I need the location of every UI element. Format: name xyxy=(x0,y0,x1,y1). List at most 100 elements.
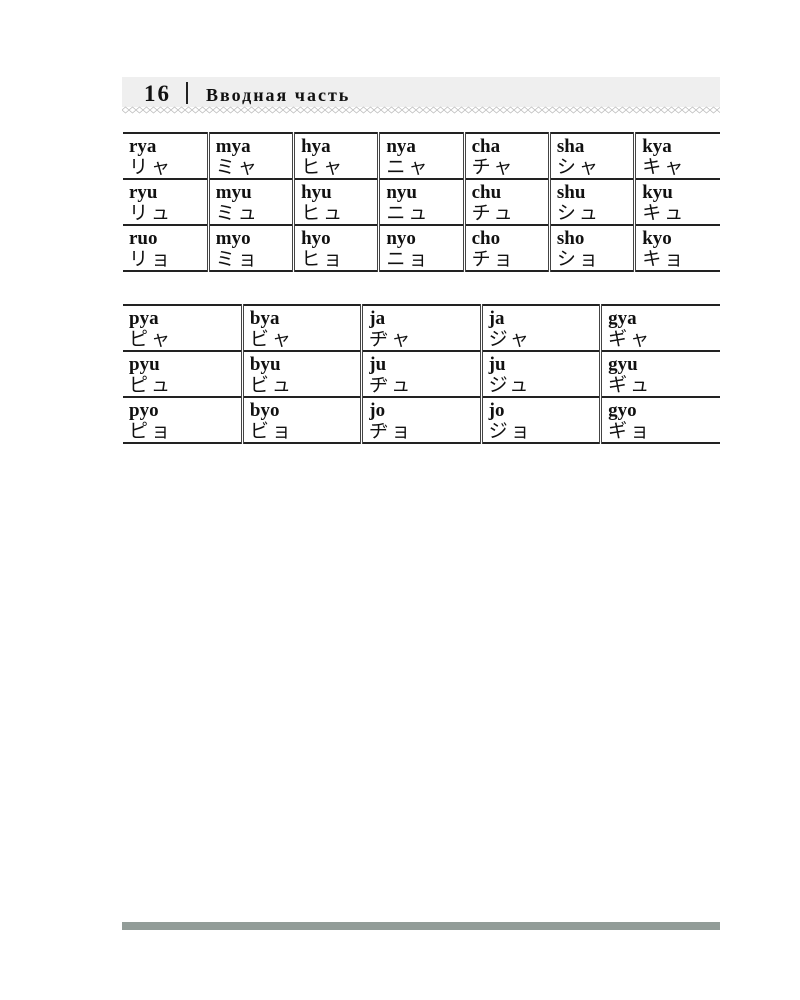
romaji: pyu xyxy=(129,354,160,375)
katakana: ギョ xyxy=(608,420,653,442)
romaji: hya xyxy=(301,136,331,157)
katakana: チャ xyxy=(471,156,516,178)
section-title: Вводная часть xyxy=(206,85,351,105)
syllable-cell: cho チョ xyxy=(462,224,550,272)
syllable-cell: myo ミョ xyxy=(206,224,294,272)
katakana: ピャ xyxy=(129,328,174,350)
syllable-cell: bya ビャ xyxy=(240,304,362,352)
romaji: gyo xyxy=(608,400,637,421)
romaji: gyu xyxy=(608,354,638,375)
syllable-cell: pyo ピョ xyxy=(123,396,243,444)
romaji: ja xyxy=(369,308,386,329)
romaji: jo xyxy=(369,400,386,421)
katakana: ピョ xyxy=(129,420,174,442)
katakana: リュ xyxy=(129,202,174,224)
syllable-cell: ju ヂュ xyxy=(360,350,482,398)
katakana: ニュ xyxy=(386,202,431,224)
katakana: ギュ xyxy=(608,374,653,396)
romaji: chu xyxy=(471,182,502,203)
romaji: pyo xyxy=(129,400,159,421)
syllable-cell: ju ジュ xyxy=(479,350,601,398)
syllable-cell: ruo リョ xyxy=(123,224,209,272)
syllable-cell: jo ジョ xyxy=(479,396,601,444)
katakana: ショ xyxy=(556,248,601,270)
syllable-cell: gyo ギョ xyxy=(599,396,720,444)
romaji: bya xyxy=(249,308,280,329)
romaji: ryu xyxy=(129,182,158,203)
syllable-cell: rya リャ xyxy=(123,132,209,180)
katakana: ジュ xyxy=(488,374,532,396)
katakana: ビュ xyxy=(249,374,294,396)
syllable-cell: sha シャ xyxy=(547,132,635,180)
romaji: pya xyxy=(129,308,159,329)
katakana: ヒャ xyxy=(301,156,346,178)
decorative-border xyxy=(122,106,720,114)
syllable-cell: byu ビュ xyxy=(240,350,362,398)
romaji: shu xyxy=(556,182,586,203)
katakana: チョ xyxy=(471,248,516,270)
syllable-cell: ryu リュ xyxy=(123,178,209,226)
katakana: ミョ xyxy=(215,248,260,270)
syllable-cell: hya ヒャ xyxy=(292,132,379,180)
katakana: シャ xyxy=(556,156,601,178)
katakana: ミャ xyxy=(215,156,260,178)
katakana: キョ xyxy=(642,248,687,270)
syllable-cell: myu ミュ xyxy=(206,178,294,226)
syllable-cell: mya ミャ xyxy=(206,132,294,180)
footer-bar xyxy=(122,922,720,930)
syllable-cell: ja ヂャ xyxy=(360,304,482,352)
romaji: cho xyxy=(471,228,501,249)
romaji: cha xyxy=(471,136,501,157)
romaji: myo xyxy=(215,228,251,249)
romaji: ju xyxy=(488,354,506,375)
katakana: シュ xyxy=(556,202,601,224)
yoon-table-1: rya リャ mya ミャ hya ヒャ nya ニャ cha チャ sha シャ kya キャ ryu リュ… xyxy=(123,132,720,272)
syllable-cell: kyo キョ xyxy=(633,224,720,272)
table-row: pyo ピョ byo ビョ jo ヂョ jo ジョ gyo ギョ xyxy=(123,396,720,444)
syllable-cell: pya ピャ xyxy=(123,304,243,352)
table-row: rya リャ mya ミャ hya ヒャ nya ニャ cha チャ sha シャ kya キャ xyxy=(123,132,720,180)
katakana: ミュ xyxy=(215,202,260,224)
katakana: キュ xyxy=(642,202,687,224)
syllable-cell: hyu ヒュ xyxy=(292,178,379,226)
romaji: byu xyxy=(249,354,281,375)
syllable-cell: jo ヂョ xyxy=(360,396,482,444)
page-number: 16 xyxy=(144,81,171,106)
romaji: kyo xyxy=(642,228,672,249)
romaji: ruo xyxy=(129,228,158,249)
syllable-cell: ja ジャ xyxy=(479,304,601,352)
romaji: gya xyxy=(608,308,637,329)
katakana: ニョ xyxy=(386,248,431,270)
syllable-cell: nyo ニョ xyxy=(377,224,465,272)
katakana: ヒョ xyxy=(301,248,346,270)
romaji: sho xyxy=(556,228,585,249)
romaji: hyo xyxy=(301,228,331,249)
syllable-cell: cha チャ xyxy=(462,132,550,180)
romaji: rya xyxy=(129,136,157,157)
syllable-cell: byo ビョ xyxy=(240,396,362,444)
table-row: ryu リュ myu ミュ hyu ヒュ nyu ニュ chu チュ shu シュ kyu キュ xyxy=(123,178,720,226)
romaji: ja xyxy=(488,308,505,329)
romaji: nyu xyxy=(386,182,417,203)
romaji: hyu xyxy=(301,182,332,203)
header-divider xyxy=(186,82,188,104)
katakana: ギャ xyxy=(608,328,653,350)
katakana: ヒュ xyxy=(301,202,346,224)
katakana: チュ xyxy=(471,202,516,224)
romaji: sha xyxy=(556,136,585,157)
syllable-cell: sho ショ xyxy=(547,224,635,272)
syllable-cell: gyu ギュ xyxy=(599,350,720,398)
katakana: ジャ xyxy=(488,328,532,350)
syllable-cell: nya ニャ xyxy=(377,132,465,180)
katakana: リャ xyxy=(129,156,174,178)
katakana: ヂュ xyxy=(369,374,414,396)
syllable-cell: kya キャ xyxy=(633,132,720,180)
romaji: kya xyxy=(642,136,672,157)
syllable-cell: shu シュ xyxy=(547,178,635,226)
romaji: byo xyxy=(249,400,280,421)
syllable-cell: gya ギャ xyxy=(599,304,720,352)
katakana: ピュ xyxy=(129,374,174,396)
romaji: kyu xyxy=(642,182,673,203)
syllable-cell: kyu キュ xyxy=(633,178,720,226)
page-header: 16 Вводная часть xyxy=(122,77,720,107)
